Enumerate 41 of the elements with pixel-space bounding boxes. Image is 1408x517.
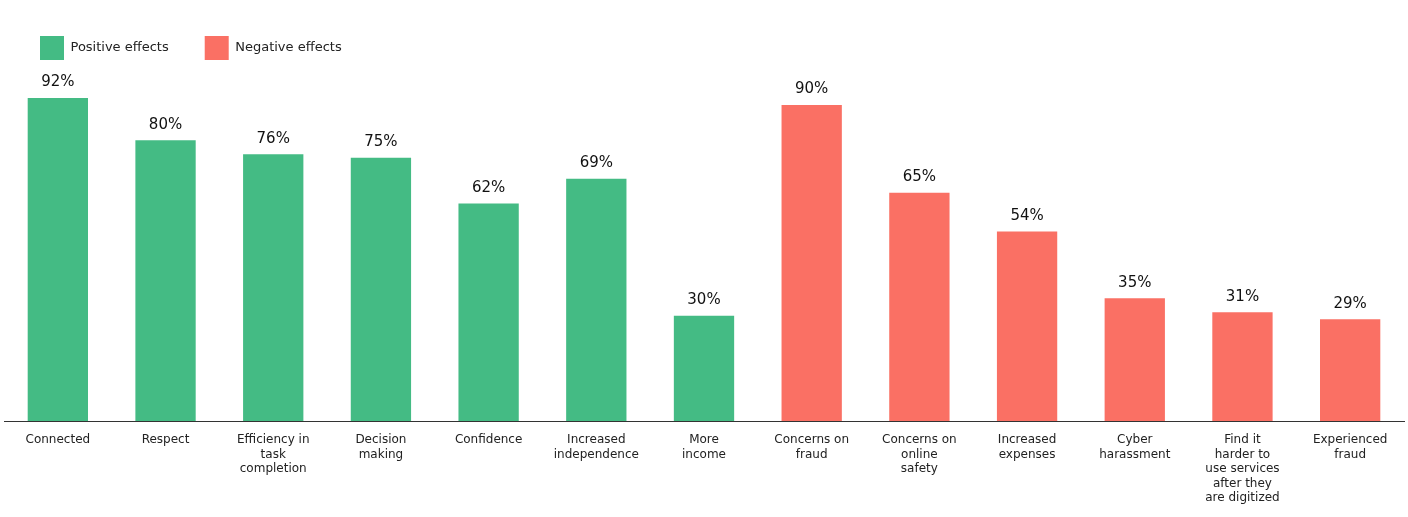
data-label: 29% [1333,293,1367,312]
bar [27,98,88,421]
x-tick-label: Find it harder to use services after they are digitized [1205,432,1280,504]
bar [889,192,950,421]
data-label: 65% [902,167,937,186]
data-label: 75% [364,132,398,151]
data-label: 35% [1118,272,1152,291]
x-tick-label: More income [682,432,726,461]
x-tick-label: Concerns on fraud [774,432,850,461]
bar [1212,312,1273,421]
bar [243,154,304,421]
data-label: 80% [148,114,183,133]
x-tick-label: Efficiency in task completion [236,432,310,476]
bar [458,203,519,421]
bar [135,140,196,421]
data-label: 92% [41,72,75,91]
legend-label: Positive effects [70,39,169,55]
x-tick-label: Confidence [454,432,523,447]
data-label: 31% [1225,286,1260,305]
bar [350,157,412,421]
data-label: 30% [687,290,721,309]
data-label: 76% [256,128,290,147]
bar [996,231,1058,421]
data-label: 54% [1010,205,1044,224]
data-label: 90% [795,79,829,98]
bar [1104,298,1165,421]
x-tick-label: Increased expenses [997,432,1057,461]
bar [781,105,842,421]
bar [566,178,627,421]
x-tick-label: Experienced fraud [1312,432,1388,461]
x-tick-label: Respect [141,432,190,447]
x-tick-label: Decision making [355,432,407,461]
x-tick-label: Concerns on online safety [882,432,957,476]
x-tick-label: Connected [25,432,91,447]
legend-label: Negative effects [235,39,342,55]
bar [673,315,735,421]
data-label: 62% [471,177,506,196]
x-tick-label: Increased independence [553,432,639,461]
bar [1320,319,1381,421]
data-label: 69% [579,153,613,172]
x-tick-label: Cyber harassment [1099,432,1171,461]
